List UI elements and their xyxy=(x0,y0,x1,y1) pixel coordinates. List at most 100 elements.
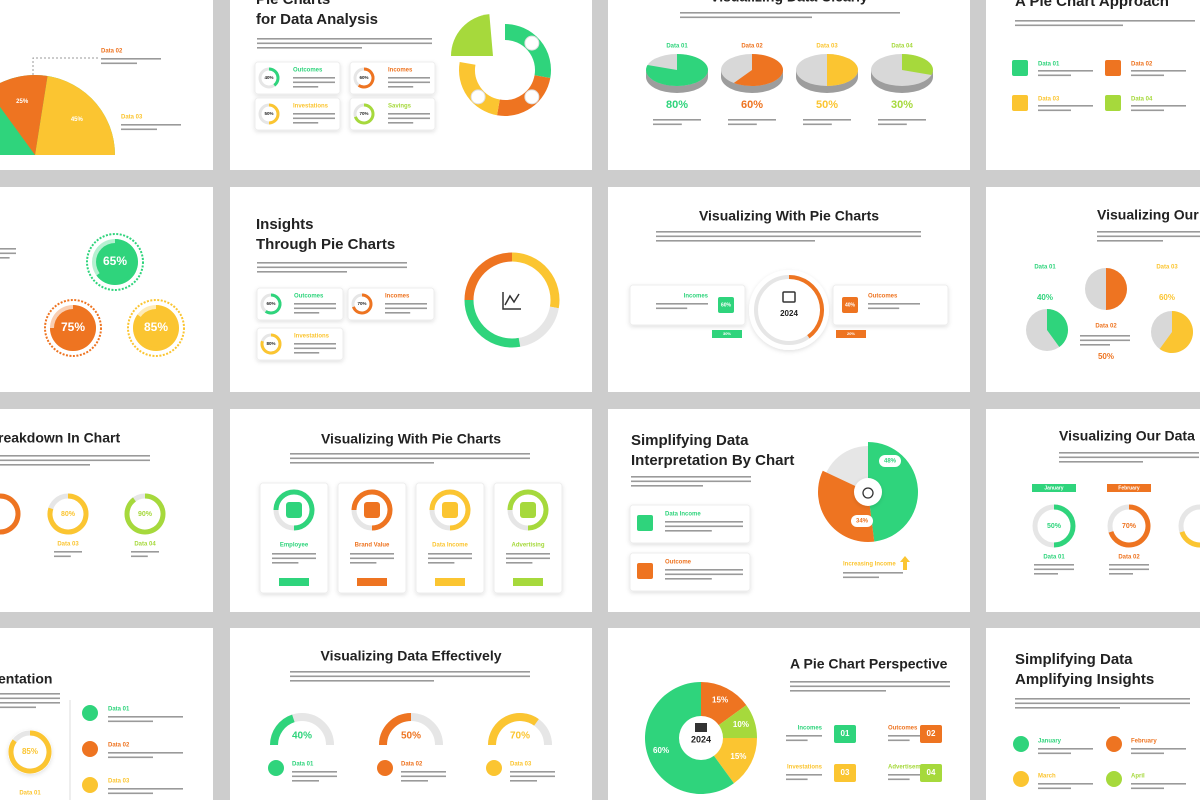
placeholder-text xyxy=(1080,344,1110,346)
placeholder-text xyxy=(0,455,150,457)
placeholder-text xyxy=(1038,105,1093,107)
ring-arc xyxy=(357,67,375,89)
icon xyxy=(1105,95,1121,111)
label: Data 01 xyxy=(666,44,688,50)
placeholder-text xyxy=(1034,568,1074,571)
box-icon xyxy=(695,723,707,732)
slide-title: Visualizing Data Effectively xyxy=(320,648,501,664)
icon xyxy=(637,563,653,579)
label: Data 01 xyxy=(108,707,130,713)
pie-slice xyxy=(1106,268,1127,310)
card xyxy=(415,482,485,594)
label: Data 02 xyxy=(401,762,423,768)
slide-title: A Pie Chart Approach xyxy=(1015,0,1169,10)
placeholder-text xyxy=(0,697,60,700)
slide: 65% 75% 85% xyxy=(0,187,213,392)
label: 80% xyxy=(266,341,275,346)
label: 40% xyxy=(845,302,856,308)
placeholder-text xyxy=(868,303,920,305)
placeholder-text xyxy=(1109,564,1149,566)
placeholder-text xyxy=(108,752,183,754)
placeholder-text xyxy=(656,303,708,305)
placeholder-text xyxy=(290,457,530,460)
placeholder-text xyxy=(1131,74,1164,77)
slide-title: reakdown In Chart xyxy=(0,430,120,446)
placeholder-text xyxy=(1097,240,1163,242)
label: April xyxy=(1131,774,1145,780)
placeholder-text xyxy=(631,485,703,487)
label: 10% xyxy=(733,720,749,729)
label: Data 01 xyxy=(1038,62,1060,68)
label: Outcomes xyxy=(293,68,323,74)
label: Data Income xyxy=(432,543,468,549)
label: Data 03 xyxy=(1156,265,1178,271)
label: 60% xyxy=(741,99,763,111)
placeholder-text xyxy=(293,122,319,124)
slide: 25% 45% Data 02 Data 03 xyxy=(0,0,213,170)
slide-title: Visualizing Data Clearly xyxy=(710,0,868,5)
icon xyxy=(82,777,98,793)
label: Incomes xyxy=(388,68,413,74)
placeholder-text xyxy=(510,771,555,773)
slide: Visualizing With Pie Charts Employee Brand… xyxy=(230,409,592,612)
badge xyxy=(513,578,543,586)
label: February xyxy=(1118,485,1140,491)
placeholder-text xyxy=(294,352,320,354)
icon xyxy=(286,502,302,518)
icon xyxy=(377,760,393,776)
icon-dot xyxy=(470,89,486,105)
number-box xyxy=(834,764,856,782)
placeholder-text xyxy=(272,553,316,555)
icon-dot xyxy=(524,35,540,51)
label: 60% xyxy=(1159,293,1175,302)
bubble-core xyxy=(96,243,134,281)
placeholder-text xyxy=(401,771,446,773)
icon xyxy=(1106,771,1122,787)
placeholder-text xyxy=(293,77,335,79)
ring-arc xyxy=(379,713,412,746)
ring-arc xyxy=(268,103,280,125)
icon xyxy=(718,297,734,313)
placeholder-text xyxy=(786,778,808,781)
label: Brand Value xyxy=(355,543,390,549)
placeholder-text xyxy=(131,555,148,558)
number-box xyxy=(834,725,856,743)
placeholder-text xyxy=(1015,24,1123,27)
label: 01 xyxy=(841,729,850,738)
pie-slice xyxy=(646,54,708,86)
label: Advertisement xyxy=(888,765,930,771)
placeholder-text xyxy=(1038,109,1071,112)
placeholder-text xyxy=(108,720,153,723)
badge xyxy=(712,330,742,338)
icon xyxy=(1012,60,1028,76)
slide-title: Simplifying Data xyxy=(631,432,749,449)
placeholder-text xyxy=(888,774,924,776)
placeholder-text xyxy=(401,775,446,778)
label: 50% xyxy=(816,99,838,111)
slide: Visualizing Data Clearly Data 01 80% Data 0… xyxy=(608,0,970,170)
label: 15% xyxy=(730,752,746,761)
label: Data 03 xyxy=(57,542,79,548)
label: 80% xyxy=(61,511,76,518)
placeholder-text xyxy=(54,555,71,558)
ring-track xyxy=(518,306,559,347)
label: 30% xyxy=(723,331,731,336)
placeholder-text xyxy=(868,307,900,310)
ring-arc xyxy=(268,67,280,87)
badge xyxy=(357,578,387,586)
placeholder-text xyxy=(786,735,822,737)
card xyxy=(337,482,407,594)
placeholder-text xyxy=(665,573,743,576)
slide-title: Interpretation By Chart xyxy=(631,452,794,469)
placeholder-text xyxy=(0,248,16,250)
label: 60% xyxy=(653,746,669,755)
label: 25% xyxy=(16,99,29,105)
placeholder-text xyxy=(728,119,776,121)
placeholder-text xyxy=(0,706,36,709)
placeholder-text xyxy=(888,739,910,742)
label: 65% xyxy=(103,254,127,268)
pie-slice xyxy=(868,442,918,542)
placeholder-text xyxy=(680,16,812,19)
placeholder-text xyxy=(290,680,434,682)
icon xyxy=(486,760,502,776)
